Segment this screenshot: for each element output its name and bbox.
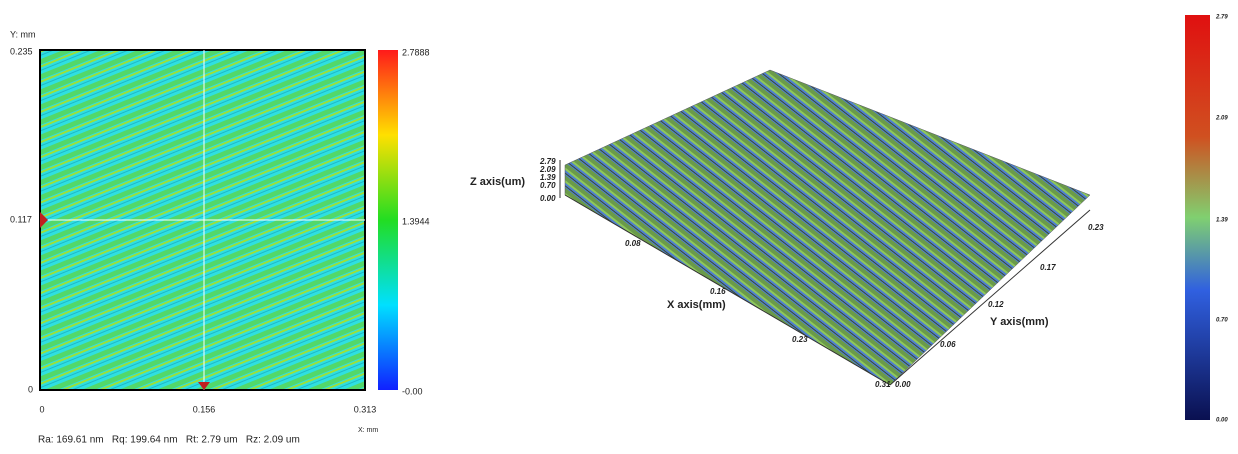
y-tick-label: 0	[28, 384, 33, 394]
colorbar-label: 2.09	[1215, 116, 1228, 122]
y-axis-line	[889, 209, 1091, 386]
colorbar-label: 2.79	[1215, 15, 1228, 21]
x-axis-label: X: mm	[358, 427, 378, 434]
x-tick-label: 0.23	[792, 335, 808, 344]
z-tick-label: 2.09	[539, 165, 556, 174]
x-tick-label: 0.16	[710, 287, 726, 296]
colorbar	[1185, 15, 1210, 420]
x-axis-line	[564, 194, 891, 386]
y-tick-label: 0.17	[1040, 263, 1056, 272]
z-tick-label: 0.70	[540, 181, 556, 190]
colorbar-label: 0.70	[1216, 318, 1228, 324]
colorbar-label: 2.7888	[402, 47, 430, 57]
z-axis-label: Z axis(um)	[470, 176, 525, 188]
colorbar	[378, 50, 398, 390]
marker	[40, 212, 48, 228]
z-tick-label: 2.79	[539, 157, 556, 166]
x-tick-label: 0.31	[875, 380, 891, 389]
y-axis-label: Y: mm	[10, 29, 36, 39]
z-tick-label: 0.00	[540, 194, 556, 203]
y-tick-label: 0.12	[988, 300, 1004, 309]
y-tick-label: 0.06	[940, 340, 956, 349]
colorbar-label: -0.00	[402, 386, 423, 396]
y-tick-label: 0.00	[895, 380, 911, 389]
y-axis-label: Y axis(mm)	[990, 316, 1049, 328]
y-tick-label: 0.117	[10, 214, 32, 224]
surface	[564, 69, 1091, 386]
marker	[198, 382, 210, 390]
colorbar-label: 1.3944	[402, 216, 430, 226]
x-tick-label: 0.156	[193, 404, 216, 414]
colorbar-label: 0.00	[1216, 418, 1228, 424]
x-tick-label: 0.08	[625, 239, 641, 248]
y-tick-label: 0.235	[10, 46, 33, 56]
z-tick-label: 1.39	[540, 173, 556, 182]
x-tick-label: 0.313	[354, 404, 377, 414]
colorbar-label: 1.39	[1216, 218, 1228, 224]
x-tick-label: 0	[39, 404, 44, 414]
y-tick-label: 0.23	[1088, 223, 1104, 232]
x-axis-label: X axis(mm)	[667, 299, 726, 311]
roughness-stats: Ra: 169.61 nm Rq: 199.64 nm Rt: 2.79 um …	[38, 435, 300, 446]
